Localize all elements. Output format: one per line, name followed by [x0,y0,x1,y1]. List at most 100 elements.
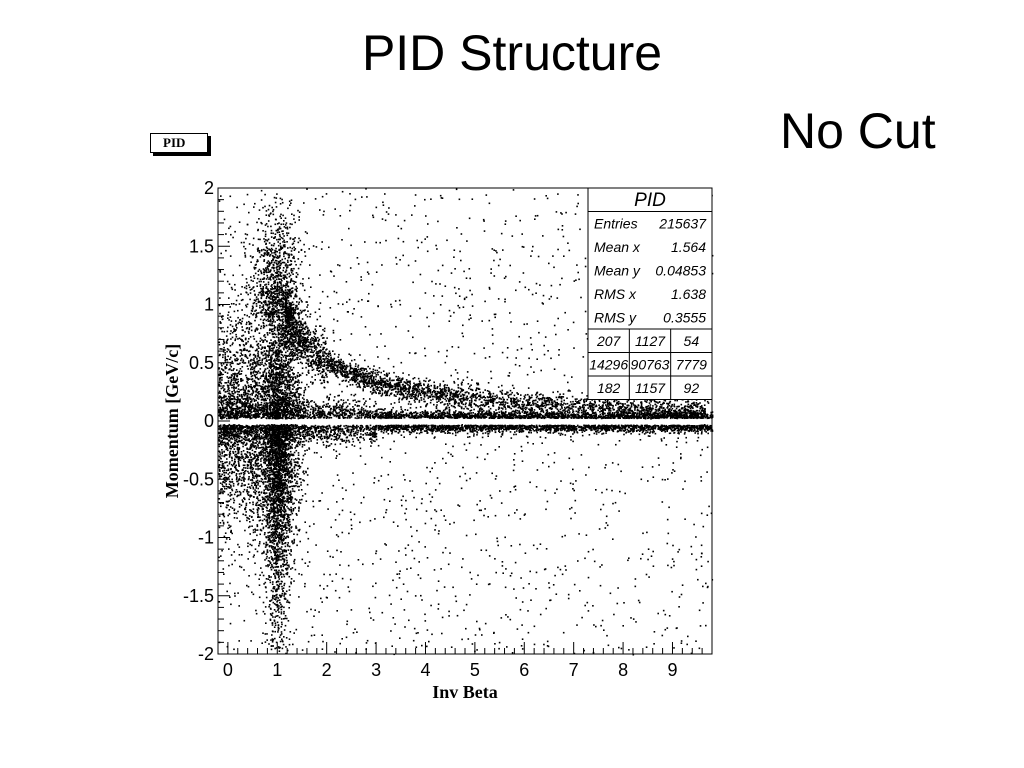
data-point [430,428,433,430]
data-point [310,438,312,440]
data-point [547,432,550,434]
data-point [380,408,383,410]
data-point [226,443,229,445]
data-point [312,408,315,411]
data-point [381,408,384,411]
data-point [362,412,364,415]
data-point [310,433,313,435]
data-point [431,432,434,435]
data-point [313,415,315,418]
data-point [303,391,305,394]
data-point [467,424,469,427]
data-point [352,424,355,427]
data-point [447,412,449,414]
data-point [300,426,303,428]
data-point [521,411,524,413]
data-point [619,414,622,416]
data-point [353,410,355,413]
data-point [567,413,569,416]
data-point [578,426,580,429]
data-point [319,411,322,414]
data-point [512,417,514,419]
data-point [656,424,658,427]
data-point [501,430,504,433]
data-point [335,414,337,417]
data-point [294,427,296,430]
data-point [538,424,541,427]
data-point [310,440,312,442]
data-point [400,427,402,430]
data-point [303,407,305,410]
data-point [416,426,418,429]
data-point [351,412,353,415]
data-point [669,417,672,420]
data-point [536,414,539,416]
data-point [534,412,536,415]
data-point [292,431,294,434]
data-point [607,425,609,427]
data-point [424,414,426,417]
data-point [344,408,347,411]
data-point [362,398,365,400]
data-point [313,426,316,428]
data-point [710,430,712,432]
data-point [641,431,644,434]
data-point [501,417,504,419]
data-point [498,429,500,431]
data-point [658,414,661,417]
data-point [433,427,436,429]
data-point [318,415,321,417]
data-point [484,412,487,415]
data-point [453,416,455,419]
data-point [695,416,697,419]
data-point [458,425,461,427]
data-point [327,402,329,405]
data-point [499,417,502,419]
data-point [466,432,469,435]
data-point [340,428,342,431]
data-point [341,440,343,442]
data-point [365,400,367,402]
data-point [618,424,620,427]
data-point [582,426,585,429]
data-point [484,429,487,431]
data-point [291,408,293,410]
data-point [524,415,526,417]
data-point [468,417,471,419]
data-point [481,426,484,429]
data-point [473,424,475,427]
data-point [317,436,320,438]
data-point [300,403,303,405]
data-point [331,412,334,415]
data-point [504,411,507,414]
data-point [328,398,330,400]
data-point [320,430,323,433]
data-point [293,405,296,408]
data-point [530,427,533,429]
data-point [246,406,249,408]
data-point [594,426,596,429]
data-point [595,430,597,433]
data-point [681,417,684,419]
data-point [313,437,315,439]
data-point [252,439,255,441]
data-point [668,425,670,427]
data-point [573,425,576,428]
data-point [638,433,641,436]
data-point [603,426,606,428]
data-point [532,426,535,428]
data-point [329,434,332,436]
data-point [469,424,471,427]
data-point [676,429,679,432]
data-point [516,409,519,412]
data-point [385,426,387,429]
data-point [428,427,430,429]
data-point [304,407,306,409]
data-point [343,440,345,442]
data-point [562,413,565,416]
data-point [652,426,654,429]
data-point [454,428,457,431]
data-point [360,436,362,439]
data-point [299,442,302,444]
data-point [340,430,342,433]
